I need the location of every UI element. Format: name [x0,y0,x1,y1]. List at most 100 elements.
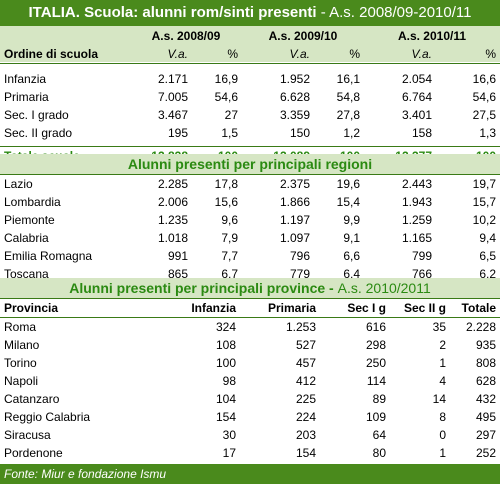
provinces-title: Alunni presenti per principali province … [0,280,500,296]
year-header: A.s. 2008/09 [130,27,242,45]
region-label: Lombardia [0,193,130,211]
province-value: 17 [150,444,240,462]
region-value: 9,6 [192,211,242,229]
schools-table: A.s. 2008/09 A.s. 2009/10 A.s. 2010/11 O… [0,27,500,165]
school-value: 7.005 [130,88,192,106]
province-label: Siracusa [0,426,150,444]
provinces-column-header: Infanzia [150,299,240,318]
provinces-title-main: Alunni presenti per principali province … [69,280,337,296]
region-value: 2.375 [242,175,314,193]
school-value: 1,5 [192,124,242,142]
region-value: 6,6 [314,247,364,265]
province-value: 527 [240,336,320,354]
province-value: 1 [390,354,450,372]
province-value: 154 [150,408,240,426]
school-value: 1,3 [436,124,500,142]
province-value: 80 [320,444,390,462]
school-value: 1.952 [242,70,314,88]
province-label: Pordenone [0,444,150,462]
source-footer: Fonte: Miur e fondazione Ismu [0,464,500,484]
school-value: 54,6 [192,88,242,106]
province-value: 109 [320,408,390,426]
region-value: 2.443 [364,175,436,193]
region-value: 15,4 [314,193,364,211]
province-value: 114 [320,372,390,390]
region-value: 1.866 [242,193,314,211]
region-value: 15,7 [436,193,500,211]
region-value: 1.943 [364,193,436,211]
school-value: 3.401 [364,106,436,124]
province-value: 1.253 [240,318,320,337]
school-value: 3.359 [242,106,314,124]
provinces-column-header: Sec II g [390,299,450,318]
school-value: 27,8 [314,106,364,124]
province-value: 495 [450,408,500,426]
row-header: Ordine di scuola [0,45,130,64]
school-value: 6.628 [242,88,314,106]
province-value: 89 [320,390,390,408]
region-value: 1.197 [242,211,314,229]
regions-title: Alunni presenti per principali regioni [0,156,500,172]
title-years: A.s. 2008/09-2010/11 [329,4,471,21]
province-value: 30 [150,426,240,444]
region-value: 1.165 [364,229,436,247]
school-value: 16,6 [436,70,500,88]
school-value: 195 [130,124,192,142]
school-value: 27,5 [436,106,500,124]
province-value: 808 [450,354,500,372]
sub-va: V.a. [364,45,436,64]
province-label: Reggio Calabria [0,408,150,426]
province-value: 203 [240,426,320,444]
region-value: 1.259 [364,211,436,229]
sub-va: V.a. [242,45,314,64]
school-value: 6.764 [364,88,436,106]
region-label: Piemonte [0,211,130,229]
year-header: A.s. 2009/10 [242,27,364,45]
region-value: 15,6 [192,193,242,211]
province-label: Catanzaro [0,390,150,408]
school-value: 16,9 [192,70,242,88]
province-value: 324 [150,318,240,337]
provinces-column-header: Sec I g [320,299,390,318]
region-value: 7,9 [192,229,242,247]
province-label: Torino [0,354,150,372]
school-label: Sec. II grado [0,124,130,142]
province-value: 2 [390,336,450,354]
province-value: 628 [450,372,500,390]
province-value: 8 [390,408,450,426]
province-value: 252 [450,444,500,462]
region-value: 10,2 [436,211,500,229]
school-label: Primaria [0,88,130,106]
province-value: 616 [320,318,390,337]
region-value: 1.235 [130,211,192,229]
region-value: 991 [130,247,192,265]
school-value: 1,2 [314,124,364,142]
sub-va: V.a. [130,45,192,64]
region-value: 9,9 [314,211,364,229]
region-value: 1.018 [130,229,192,247]
province-value: 1 [390,444,450,462]
province-label: Milano [0,336,150,354]
province-value: 225 [240,390,320,408]
sub-pct: % [436,45,500,64]
province-value: 0 [390,426,450,444]
sub-pct: % [314,45,364,64]
region-value: 19,7 [436,175,500,193]
region-value: 9,1 [314,229,364,247]
province-value: 154 [240,444,320,462]
school-value: 54,6 [436,88,500,106]
region-value: 19,6 [314,175,364,193]
province-value: 432 [450,390,500,408]
year-header: A.s. 2010/11 [364,27,500,45]
